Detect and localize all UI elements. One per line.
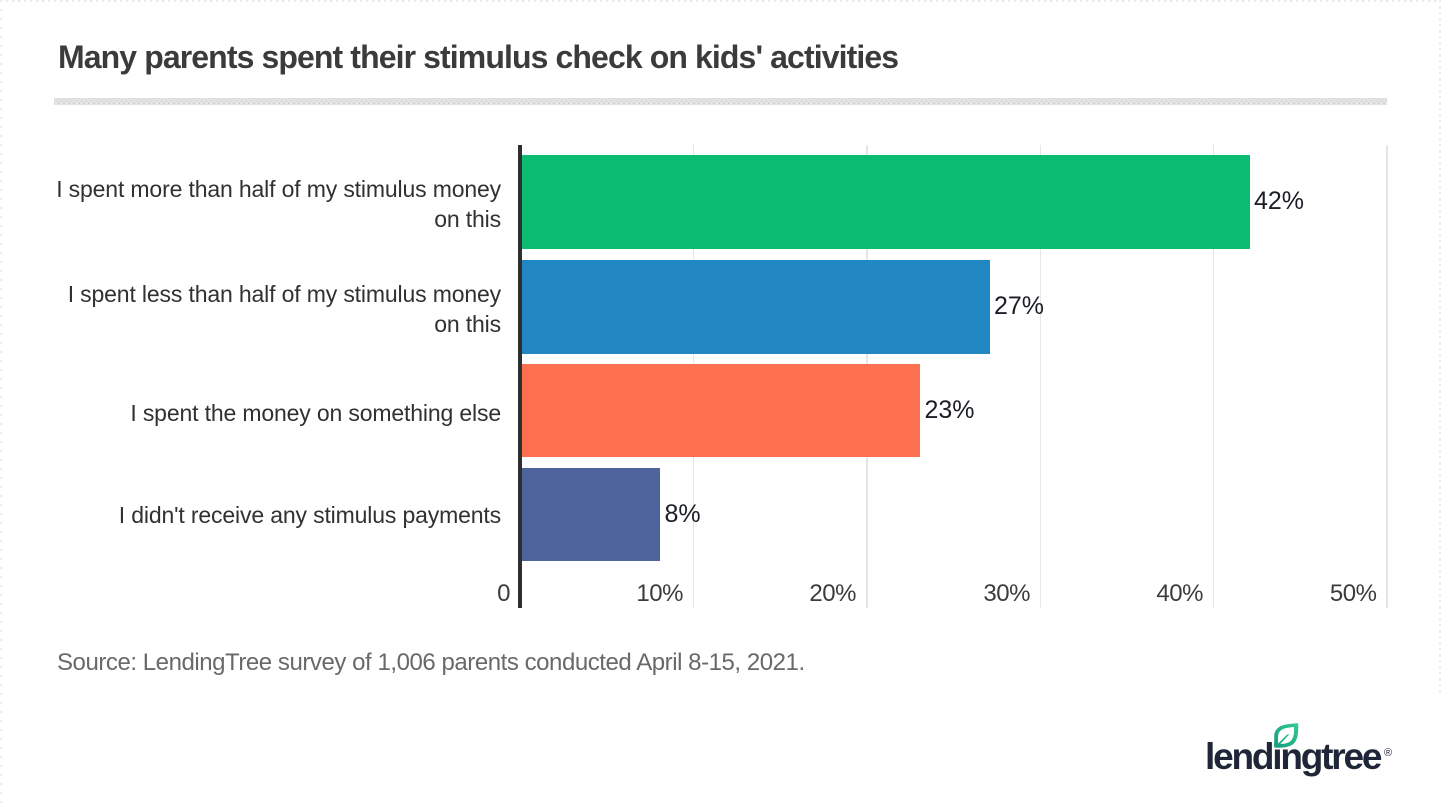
svg-text:®: ® (1384, 747, 1392, 759)
